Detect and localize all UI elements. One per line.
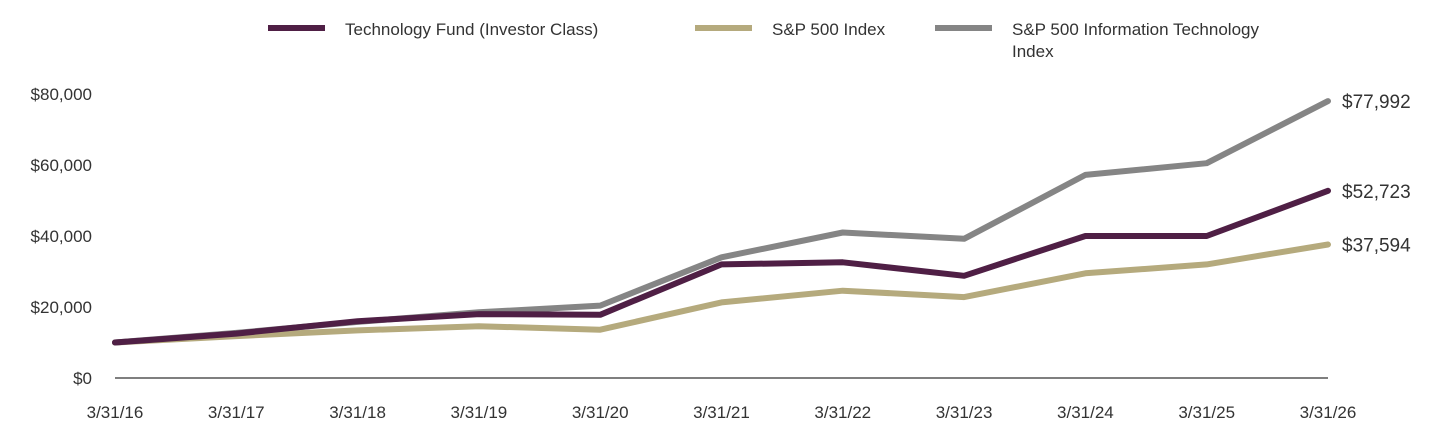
x-tick-label: 3/31/24 xyxy=(1057,403,1114,422)
legend: Technology Fund (Investor Class) S&P 500 … xyxy=(268,20,1259,61)
legend-label: S&P 500 Information Technology xyxy=(1012,20,1259,39)
x-tick-label: 3/31/21 xyxy=(693,403,750,422)
x-tick-label: 3/31/20 xyxy=(572,403,629,422)
end-labels: $52,723 $37,594 $77,992 xyxy=(1342,92,1411,256)
series-line-2 xyxy=(112,98,1331,346)
y-axis: $0 $20,000 $40,000 $60,000 $80,000 xyxy=(31,85,92,388)
legend-label: Technology Fund (Investor Class) xyxy=(345,20,598,39)
y-tick-label: $0 xyxy=(73,369,92,388)
y-tick-label: $60,000 xyxy=(31,156,92,175)
x-tick-label: 3/31/23 xyxy=(936,403,993,422)
x-tick-label: 3/31/16 xyxy=(87,403,144,422)
series-lines xyxy=(112,98,1331,346)
x-tick-label: 3/31/26 xyxy=(1300,403,1357,422)
y-tick-label: $40,000 xyxy=(31,227,92,246)
y-tick-label: $20,000 xyxy=(31,298,92,317)
end-value-label: $37,594 xyxy=(1342,236,1411,257)
legend-item: S&P 500 Index xyxy=(695,20,886,39)
series-line-0 xyxy=(112,187,1331,346)
x-axis: 3/31/16 3/31/17 3/31/18 3/31/19 3/31/20 3/31/… xyxy=(87,403,1357,422)
y-tick-label: $80,000 xyxy=(31,85,92,104)
x-tick-label: 3/31/17 xyxy=(208,403,265,422)
legend-label: S&P 500 Index xyxy=(772,20,886,39)
x-tick-label: 3/31/18 xyxy=(329,403,386,422)
x-tick-label: 3/31/19 xyxy=(451,403,508,422)
legend-item: Technology Fund (Investor Class) xyxy=(268,20,598,39)
series-line-1 xyxy=(112,241,1331,346)
legend-item: S&P 500 Information Technology Index xyxy=(935,20,1259,61)
end-value-label: $52,723 xyxy=(1342,182,1411,203)
end-value-label: $77,992 xyxy=(1342,92,1411,113)
x-tick-label: 3/31/22 xyxy=(814,403,871,422)
legend-label: Index xyxy=(1012,42,1054,61)
x-tick-label: 3/31/25 xyxy=(1178,403,1235,422)
